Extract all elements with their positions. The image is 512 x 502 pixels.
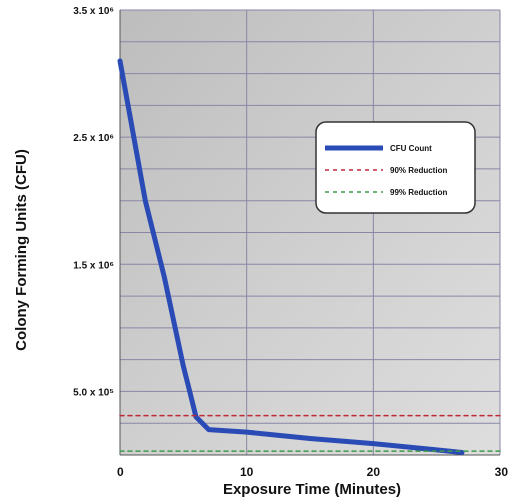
y-tick-label: 3.5 x 10⁶ (73, 6, 114, 17)
x-axis-title: Exposure Time (Minutes) (223, 481, 401, 498)
y-axis-title: Colony Forming Units (CFU) (13, 149, 30, 351)
legend-label: 90% Reduction (390, 166, 447, 175)
legend-box (315, 121, 476, 214)
legend: CFU Count 90% Reduction 99% Reduction (315, 121, 476, 214)
y-tick-label: 2.5 x 10⁶ (73, 133, 114, 144)
x-tick-label: 30 (495, 465, 509, 479)
x-tick-label: 10 (240, 465, 254, 479)
series-line-cfu-count (117, 58, 465, 455)
x-tick-label: 20 (367, 465, 381, 479)
x-tick-labels: 0 10 20 30 (117, 465, 508, 479)
y-tick-label: 5.0 x 10⁵ (73, 387, 114, 398)
y-tick-labels: 5.0 x 10⁵ 1.5 x 10⁶ 2.5 x 10⁶ 3.5 x 10⁶ (73, 6, 114, 398)
y-tick-label: 1.5 x 10⁶ (73, 260, 114, 271)
x-tick-label: 0 (117, 465, 124, 479)
legend-label: CFU Count (390, 144, 432, 153)
series (117, 58, 501, 455)
axes (119, 10, 500, 456)
legend-label: 99% Reduction (390, 188, 447, 197)
